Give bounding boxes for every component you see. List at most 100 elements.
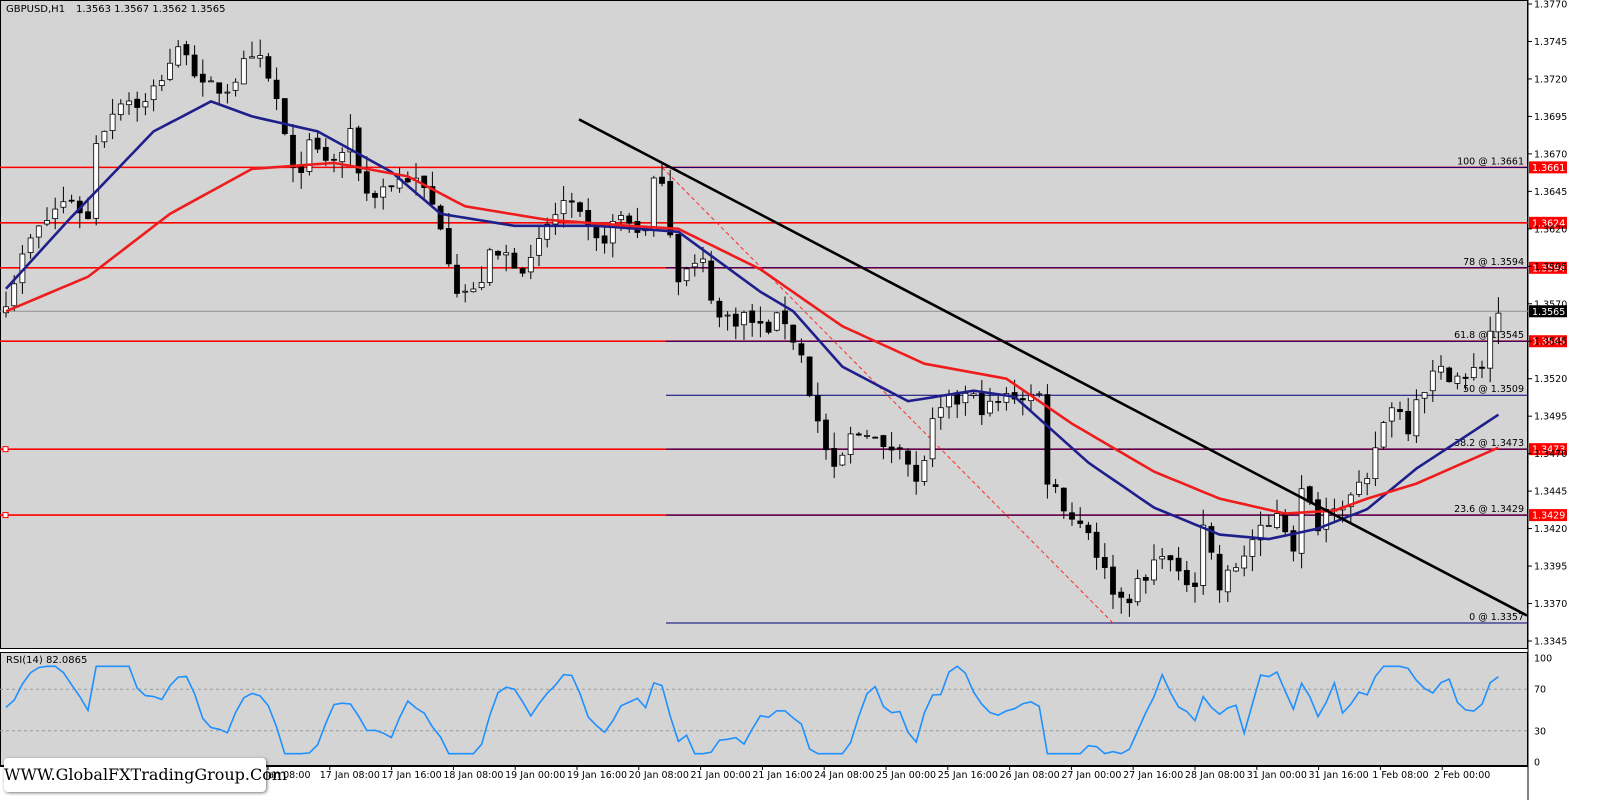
candle: [1487, 316, 1494, 383]
candle: [1364, 472, 1371, 496]
candle-body: [372, 192, 378, 198]
candle-body: [1479, 366, 1485, 369]
candle-body: [339, 152, 346, 163]
candle-body: [1413, 399, 1420, 437]
candle-body: [183, 44, 190, 56]
candle-body: [716, 300, 723, 318]
candle: [790, 324, 797, 350]
candle: [208, 76, 214, 83]
candle-body: [1093, 531, 1100, 558]
candle-body: [1085, 524, 1092, 534]
candle: [1069, 502, 1075, 526]
candle-body: [1454, 375, 1461, 384]
candle-body: [265, 56, 272, 79]
price-tick-label: 1.3470: [1534, 449, 1567, 460]
candle: [823, 413, 829, 460]
candle: [60, 186, 67, 214]
candle-body: [1265, 525, 1272, 527]
candle-body: [322, 146, 329, 161]
candle: [568, 192, 575, 218]
candle: [183, 40, 190, 66]
candle-body: [1429, 370, 1436, 392]
candle-body: [437, 205, 444, 230]
candle: [281, 98, 288, 136]
candle: [257, 39, 264, 68]
candle-body: [363, 171, 370, 194]
candle-body: [1356, 481, 1362, 495]
fib-level-label: 100 @ 1.3661: [1457, 156, 1524, 167]
candle-body: [773, 312, 780, 331]
candle: [773, 311, 780, 332]
candle-body: [601, 235, 608, 244]
price-tick-label: 1.3420: [1534, 524, 1567, 535]
candle: [1470, 353, 1477, 381]
chart-ohlc: 1.3563 1.3567 1.3562 1.3565: [76, 4, 226, 15]
candle-body: [1003, 393, 1010, 403]
candle-body: [44, 220, 50, 225]
candle: [757, 306, 764, 338]
candle: [1183, 561, 1190, 592]
candle-body: [749, 310, 756, 323]
candle-body: [536, 238, 542, 256]
candle-body: [101, 130, 108, 143]
candle: [1257, 511, 1264, 557]
candle: [1347, 492, 1354, 523]
candle: [191, 45, 198, 79]
trend-line[interactable]: [578, 118, 1528, 617]
candle: [199, 59, 206, 97]
candle-body: [1118, 591, 1125, 598]
candle: [864, 429, 870, 439]
candle: [1290, 525, 1297, 562]
candle-body: [388, 185, 395, 188]
candle-body: [1487, 330, 1494, 369]
candle: [905, 448, 911, 477]
candle-body: [683, 268, 690, 282]
candle-body: [962, 392, 969, 404]
price-tick-label: 1.3695: [1534, 112, 1567, 123]
candle-body: [503, 252, 510, 256]
candle: [44, 207, 50, 227]
candle: [437, 204, 444, 231]
candle: [1200, 509, 1207, 595]
candle-body: [1372, 447, 1379, 480]
candle: [126, 92, 132, 115]
level-price-tag: [1529, 216, 1567, 229]
candle: [1421, 392, 1428, 414]
time-tick-label: 25 Jan 16:00: [938, 770, 998, 781]
rsi-panel: [0, 652, 1528, 766]
candle-body: [347, 128, 354, 153]
candle-body: [306, 139, 313, 172]
price-tick-label: 1.3345: [1534, 637, 1567, 648]
price-tick-label: 1.3745: [1534, 37, 1567, 48]
candle: [896, 444, 903, 460]
candle: [314, 131, 321, 153]
candle-body: [905, 450, 911, 465]
candle: [27, 233, 34, 259]
candle-body: [765, 321, 772, 333]
level-price-label: 1.3545: [1532, 337, 1565, 348]
candle-body: [593, 225, 600, 239]
candle-body: [872, 436, 879, 439]
time-tick-label: 31 Jan 16:00: [1309, 770, 1369, 781]
candle-body: [454, 264, 460, 294]
fib-swing-line: [661, 167, 1114, 624]
candle-body: [1192, 582, 1198, 587]
candle: [1380, 420, 1387, 450]
price-tick-label: 1.3445: [1534, 487, 1567, 498]
candle: [929, 407, 936, 468]
candle-body: [281, 98, 288, 135]
candle: [913, 451, 920, 495]
candle: [150, 79, 157, 112]
candle: [478, 266, 485, 291]
candle-body: [831, 448, 838, 467]
candle: [839, 452, 846, 467]
price-tick-label: 1.3720: [1534, 74, 1567, 85]
candle-body: [847, 433, 854, 455]
price-tick-label: 1.3620: [1534, 224, 1567, 235]
candle-body: [1134, 578, 1141, 603]
candle-body: [117, 103, 124, 116]
candle-body: [35, 225, 42, 238]
candle: [290, 123, 296, 183]
